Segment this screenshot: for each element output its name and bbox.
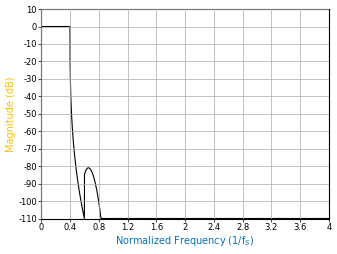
X-axis label: Normalized Frequency (1/f$_S$): Normalized Frequency (1/f$_S$) [115,234,255,248]
Y-axis label: Magnitude (dB): Magnitude (dB) [5,76,16,152]
